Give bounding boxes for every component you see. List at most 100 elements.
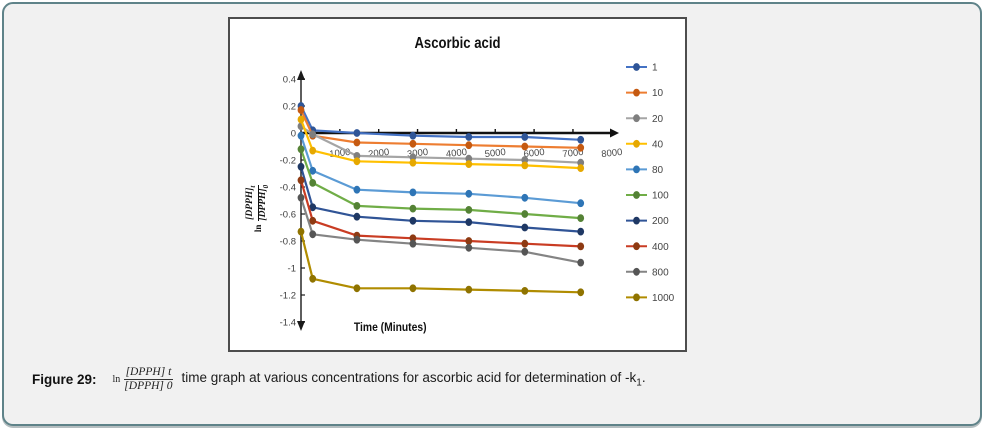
- series-marker-1: [521, 133, 529, 141]
- legend-marker: [633, 88, 640, 97]
- legend-label: 100: [652, 191, 669, 202]
- legend-marker: [633, 114, 640, 123]
- legend-item-10: 10: [626, 88, 664, 99]
- series-marker-200: [353, 212, 361, 221]
- series-marker-200: [577, 227, 585, 236]
- series-marker-80: [409, 188, 417, 197]
- legend-item-20: 20: [626, 114, 664, 125]
- legend-label: 40: [652, 139, 664, 150]
- series-marker-20: [309, 130, 317, 139]
- series-marker-400: [577, 242, 585, 251]
- legend-label: 200: [652, 216, 669, 227]
- caption-formula-numerator: [DPPH] t: [123, 366, 174, 380]
- series-marker-40: [465, 160, 473, 169]
- series-marker-800: [409, 239, 417, 248]
- series-marker-40: [409, 158, 417, 167]
- figure-caption: Figure 29: ln [DPPH] t [DPPH] 0 time gra…: [32, 366, 646, 392]
- x-axis-title: Time (Minutes): [353, 320, 427, 334]
- figure-caption-label: Figure 29:: [32, 371, 97, 387]
- y-tick-label: -0.2: [280, 155, 296, 166]
- x-tick-label: 4000: [445, 147, 467, 160]
- caption-formula-denominator: [DPPH] 0: [124, 379, 173, 392]
- series-marker-100: [465, 206, 473, 214]
- caption-text: time graph at various concentrations for…: [181, 369, 646, 389]
- y-axis-fraction: [DPPH]t [DPPH]0: [245, 184, 269, 222]
- legend-marker: [633, 139, 640, 148]
- caption-formula-ln: ln: [112, 373, 121, 385]
- x-axis-arrow: [610, 128, 619, 138]
- legend-item-200: 200: [626, 216, 669, 227]
- series-marker-400: [297, 176, 305, 185]
- series-marker-20: [521, 156, 529, 164]
- chart-plot-area: 0.4 0.2 0 -0.2 -0.4 -0.6 -0.8 -1 -1.2 -1.4 1000 200…: [280, 63, 675, 331]
- series-marker-80: [309, 166, 317, 175]
- y-tick-label: -0.6: [280, 209, 296, 220]
- y-tick-label: 0: [291, 128, 296, 139]
- series-marker-80: [521, 193, 529, 202]
- series-marker-80: [577, 199, 585, 208]
- x-tick-label: 5000: [484, 147, 506, 160]
- series-marker-80: [297, 131, 305, 140]
- series-marker-800: [353, 235, 361, 244]
- series-marker-800: [297, 193, 305, 202]
- figure-card: 0.4 0.2 0 -0.2 -0.4 -0.6 -0.8 -1 -1.2 -1.4 1000 200…: [2, 2, 982, 426]
- caption-formula: ln [DPPH] t [DPPH] 0: [113, 366, 175, 392]
- caption-formula-fraction: [DPPH] t [DPPH] 0: [122, 366, 174, 392]
- series-marker-200: [409, 216, 417, 225]
- series-marker-20: [577, 158, 585, 167]
- legend-marker: [633, 63, 640, 71]
- y-tick-label: -1: [288, 263, 296, 274]
- legend-item-40: 40: [626, 139, 664, 150]
- series-marker-10: [297, 106, 305, 114]
- series-marker-1: [577, 135, 585, 144]
- y-axis-arrow-up: [297, 70, 305, 80]
- legend-marker: [633, 293, 640, 302]
- legend-label: 1000: [652, 293, 675, 304]
- series-marker-800: [465, 243, 473, 252]
- series-marker-40: [521, 161, 529, 170]
- legend-item-80: 80: [626, 165, 664, 176]
- series-marker-80: [353, 185, 361, 194]
- series-marker-1000: [353, 284, 361, 293]
- series-marker-80: [465, 189, 473, 198]
- legend-label: 80: [652, 165, 664, 176]
- series-marker-800: [521, 247, 529, 256]
- y-tick-label: 0.2: [283, 101, 296, 112]
- series-marker-1000: [577, 288, 585, 297]
- x-tick-label: 6000: [523, 147, 545, 160]
- y-tick-label: -0.8: [280, 236, 296, 247]
- series-marker-1: [465, 133, 473, 141]
- legend-marker: [633, 165, 640, 174]
- legend-item-800: 800: [626, 267, 669, 278]
- series-marker-100: [353, 202, 361, 210]
- legend-marker: [633, 191, 640, 199]
- legend-label: 800: [652, 267, 669, 278]
- y-tick-label: -0.4: [280, 182, 296, 193]
- legend-label: 10: [652, 88, 664, 99]
- series-marker-400: [309, 216, 317, 225]
- y-tick-label: 0.4: [283, 74, 296, 85]
- series-marker-1000: [309, 274, 317, 283]
- series-marker-20: [409, 153, 417, 162]
- series-marker-400: [521, 239, 529, 248]
- legend-label: 1: [652, 63, 658, 74]
- series-marker-10: [521, 142, 529, 151]
- series-marker-100: [577, 214, 585, 223]
- y-axis-title: ln [DPPH]t [DPPH]0: [241, 153, 275, 263]
- series-marker-1: [409, 131, 417, 140]
- legend-item-400: 400: [626, 242, 669, 253]
- y-axis-ln-prefix: ln: [253, 224, 263, 233]
- y-tick-label: -1.4: [280, 317, 296, 328]
- series-marker-40: [297, 115, 305, 124]
- legend-marker: [633, 216, 640, 225]
- series-marker-20: [465, 154, 473, 163]
- legend-label: 20: [652, 114, 664, 125]
- series-line-10: [299, 108, 582, 149]
- series-marker-10: [409, 139, 417, 148]
- legend-item-1: 1: [626, 63, 658, 74]
- series-marker-40: [309, 146, 317, 155]
- series-marker-100: [521, 210, 529, 218]
- series-marker-1000: [409, 284, 417, 293]
- series-marker-200: [309, 203, 317, 212]
